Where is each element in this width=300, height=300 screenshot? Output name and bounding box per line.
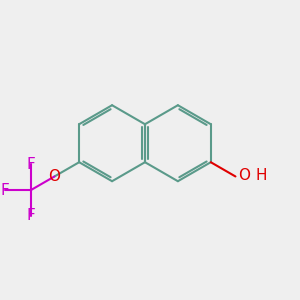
Text: H: H xyxy=(256,168,267,183)
Text: F: F xyxy=(27,208,35,223)
Text: O: O xyxy=(49,169,61,184)
Text: F: F xyxy=(1,182,10,197)
Text: O: O xyxy=(238,168,250,183)
Text: F: F xyxy=(27,157,35,172)
